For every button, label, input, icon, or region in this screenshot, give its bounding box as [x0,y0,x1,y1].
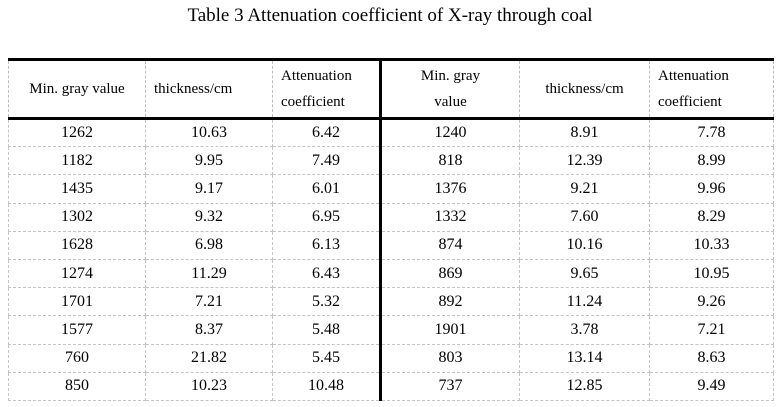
cell-attenuation-coefficient-2: 8.29 [649,203,774,232]
header-thickness: thickness/cm [145,59,273,119]
header-line: coefficient [658,94,722,110]
attenuation-table: Min. gray value thickness/cm Attenuation… [8,58,774,401]
cell-min-gray-value-2: 892 [380,287,520,317]
cell-thickness-2: 11.24 [519,287,650,317]
table-row: 1274 11.29 6.43 869 9.65 10.95 [8,259,774,289]
cell-min-gray-value-2: 874 [380,231,520,260]
cell-thickness: 10.63 [145,118,273,148]
cell-thickness-2: 8.91 [519,118,650,148]
cell-thickness-2: 7.60 [519,203,650,232]
table-row: 1302 9.32 6.95 1332 7.60 8.29 [8,203,774,232]
table-row: 1262 10.63 6.42 1240 8.91 7.78 [8,118,774,148]
cell-thickness-2: 9.65 [519,259,650,289]
cell-attenuation-coefficient: 6.43 [272,259,382,289]
table-row: 1701 7.21 5.32 892 11.24 9.26 [8,287,774,317]
cell-min-gray-value: 850 [8,372,146,401]
cell-attenuation-coefficient-2: 8.63 [649,344,774,373]
cell-attenuation-coefficient-2: 9.49 [649,372,774,401]
cell-thickness: 7.21 [145,287,273,317]
header-thickness-2: thickness/cm [519,59,650,119]
cell-min-gray-value: 760 [8,344,146,373]
cell-min-gray-value: 1302 [8,203,146,232]
cell-attenuation-coefficient: 6.95 [272,203,382,232]
cell-min-gray-value: 1262 [8,118,146,148]
cell-thickness: 8.37 [145,315,273,345]
cell-attenuation-coefficient: 5.45 [272,344,382,373]
cell-thickness: 9.17 [145,174,273,204]
cell-min-gray-value-2: 737 [380,372,520,401]
cell-thickness-2: 12.85 [519,372,650,401]
cell-thickness: 11.29 [145,259,273,289]
cell-min-gray-value-2: 818 [380,146,520,176]
header-min-gray-value: Min. gray value [8,59,146,119]
cell-min-gray-value-2: 803 [380,344,520,373]
table-row: 760 21.82 5.45 803 13.14 8.63 [8,344,774,373]
cell-thickness-2: 9.21 [519,174,650,204]
cell-attenuation-coefficient-2: 8.99 [649,146,774,176]
cell-attenuation-coefficient: 6.13 [272,231,382,260]
table-row: 1435 9.17 6.01 1376 9.21 9.96 [8,174,774,204]
cell-min-gray-value: 1628 [8,231,146,260]
header-line: Attenuation [658,68,729,84]
cell-min-gray-value-2: 1240 [380,118,520,148]
cell-thickness: 9.95 [145,146,273,176]
cell-thickness: 10.23 [145,372,273,401]
cell-min-gray-value: 1701 [8,287,146,317]
header-line: value [434,94,467,110]
table-row: 850 10.23 10.48 737 12.85 9.49 [8,372,774,401]
header-line: Attenuation [281,68,352,84]
cell-thickness: 21.82 [145,344,273,373]
header-attenuation-coefficient: Attenuation coefficient [272,59,382,119]
cell-attenuation-coefficient: 10.48 [272,372,382,401]
cell-min-gray-value: 1435 [8,174,146,204]
cell-min-gray-value: 1274 [8,259,146,289]
cell-min-gray-value: 1182 [8,146,146,176]
cell-min-gray-value-2: 1901 [380,315,520,345]
cell-attenuation-coefficient-2: 10.95 [649,259,774,289]
table-row: 1577 8.37 5.48 1901 3.78 7.21 [8,315,774,345]
cell-attenuation-coefficient-2: 9.96 [649,174,774,204]
cell-min-gray-value: 1577 [8,315,146,345]
cell-attenuation-coefficient: 6.42 [272,118,382,148]
cell-thickness-2: 13.14 [519,344,650,373]
cell-attenuation-coefficient: 6.01 [272,174,382,204]
cell-attenuation-coefficient: 7.49 [272,146,382,176]
header-attenuation-coefficient-2: Attenuation coefficient [649,59,774,119]
cell-attenuation-coefficient-2: 7.21 [649,315,774,345]
cell-attenuation-coefficient: 5.48 [272,315,382,345]
cell-thickness-2: 10.16 [519,231,650,260]
cell-thickness-2: 12.39 [519,146,650,176]
table-row: 1628 6.98 6.13 874 10.16 10.33 [8,231,774,260]
header-line: coefficient [281,94,345,110]
cell-attenuation-coefficient-2: 9.26 [649,287,774,317]
header-line: Min. gray [420,68,481,84]
cell-min-gray-value-2: 1376 [380,174,520,204]
cell-min-gray-value-2: 869 [380,259,520,289]
cell-thickness-2: 3.78 [519,315,650,345]
table-title: Table 3 Attenuation coefficient of X-ray… [187,5,593,26]
cell-attenuation-coefficient: 5.32 [272,287,382,317]
header-min-gray-value-2: Min. gray value [380,59,520,119]
table-row: 1182 9.95 7.49 818 12.39 8.99 [8,146,774,176]
cell-attenuation-coefficient-2: 7.78 [649,118,774,148]
cell-thickness: 9.32 [145,203,273,232]
cell-thickness: 6.98 [145,231,273,260]
cell-min-gray-value-2: 1332 [380,203,520,232]
header-row: Min. gray value thickness/cm Attenuation… [8,59,774,119]
cell-attenuation-coefficient-2: 10.33 [649,231,774,260]
